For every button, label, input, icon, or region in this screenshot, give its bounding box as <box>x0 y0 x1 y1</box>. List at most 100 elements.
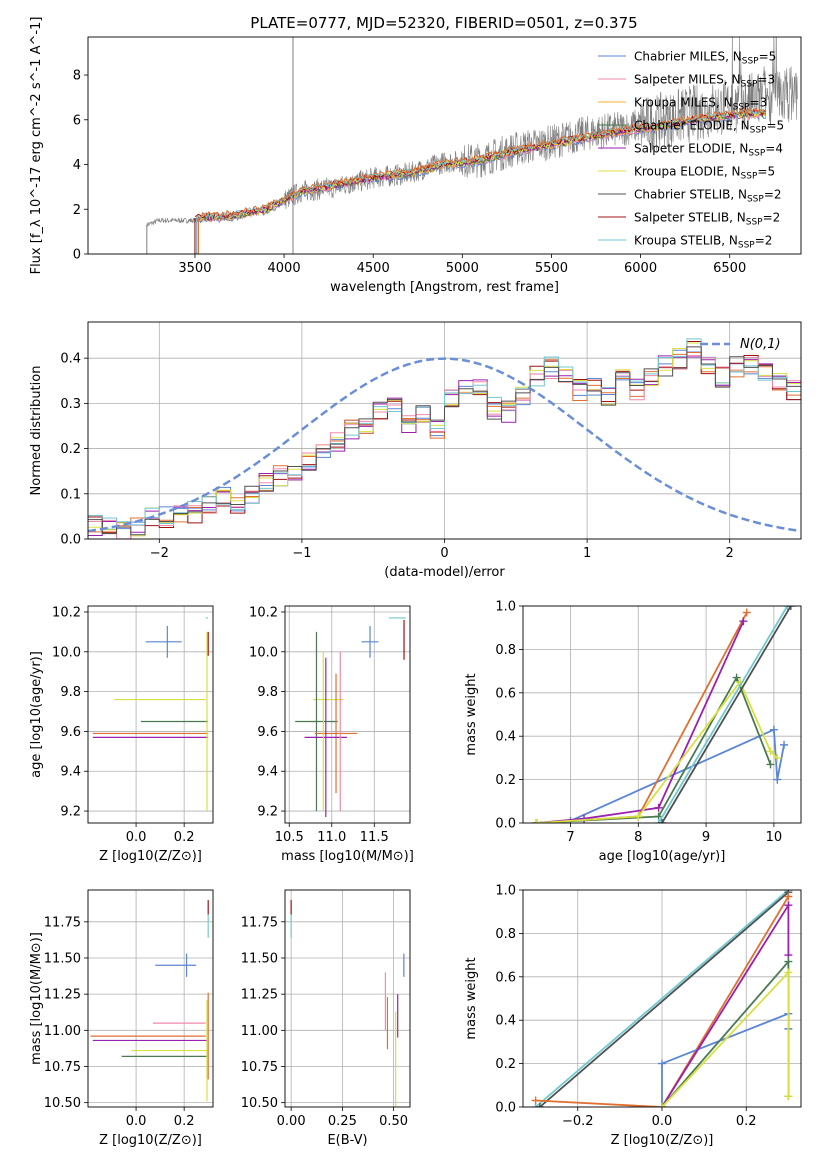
x-tick-label: 5500 <box>535 261 568 276</box>
y-tick-label: 10.50 <box>44 1096 81 1111</box>
legend-subscript: SSP <box>741 80 758 90</box>
weight-marker <box>769 725 778 734</box>
weight-marker <box>784 892 793 901</box>
legend-entry: Salpeter ELODIE, NSSP=4 <box>634 142 783 159</box>
weight-marker <box>658 1059 666 1068</box>
weight-marker <box>535 1103 544 1107</box>
age_vs_Z-axes: 0.0 0.2 9.2 9.4 9.6 9.8 10.0 10.2 Z [log10(Z/Z⊙)… <box>29 605 213 864</box>
y-tick-label: 9.8 <box>257 685 278 700</box>
legend-entry: N(0,1) <box>740 337 781 352</box>
legend-subscript: SSP <box>733 103 750 113</box>
x-tick-label: −0.2 <box>562 1114 594 1129</box>
y-tick-label: 0.6 <box>495 686 516 701</box>
x-tick-label: 0.2 <box>736 1114 757 1129</box>
weight_vs_age-lines <box>532 606 795 823</box>
y-tick-label: 11.75 <box>241 915 278 930</box>
x-tick-label: −2 <box>150 546 169 561</box>
x-tick-label: 10.5 <box>275 830 304 845</box>
y-tick-label: 0.4 <box>495 1014 516 1029</box>
y-tick-label: 1.0 <box>495 600 516 615</box>
weight_vs_age-axes: 7 8 9 10 0.0 0.2 0.4 0.6 0.8 1.0 age [log10(age/yr… <box>464 600 801 864</box>
weight-line <box>539 891 789 1107</box>
histograms <box>88 338 801 539</box>
legend-value: =5 <box>757 165 775 179</box>
y-tick-label: 9.6 <box>257 725 278 740</box>
weight-line <box>661 970 790 1107</box>
y-tick-label: 9.2 <box>257 805 278 820</box>
model-spectrum <box>198 107 765 218</box>
weight-line <box>661 1012 790 1107</box>
weight-marker <box>658 819 666 823</box>
spectrum-axes: 3500 4000 4500 5000 5500 6000 6500 0 2 4 6 8 wavelen… <box>29 17 746 295</box>
x-tick-label: 0.0 <box>126 1114 147 1129</box>
weight-marker <box>531 1096 540 1105</box>
y-tick-label: 11.25 <box>44 988 81 1003</box>
weight-line <box>536 680 778 823</box>
y-tick-label: 0.4 <box>495 730 516 745</box>
y-tick-label: 11.00 <box>241 1024 278 1039</box>
axes-frame <box>284 889 411 1108</box>
weight-line <box>535 890 789 1107</box>
weight-marker <box>732 673 741 682</box>
axes-frame <box>284 605 411 824</box>
weight-marker <box>773 775 782 784</box>
y-tick-label: 0 <box>73 248 81 263</box>
x-tick-label: 5000 <box>446 261 479 276</box>
x-tick-label: 6500 <box>713 261 746 276</box>
legend-subscript: SSP <box>741 172 758 182</box>
y-tick-label: 9.6 <box>60 725 81 740</box>
age_vs_mass-axes: 10.5 11.0 11.5 9.2 9.4 9.6 9.8 10.0 10.2 mass [lo… <box>249 605 414 864</box>
y-tick-label: 9.4 <box>60 765 81 780</box>
y-tick-label: 11.00 <box>44 1024 81 1039</box>
weight-marker <box>780 740 789 749</box>
y-tick-label: 2 <box>73 203 81 218</box>
axes-frame <box>87 36 802 255</box>
y-tick-label: 0.3 <box>60 397 81 412</box>
weight-marker <box>766 747 775 756</box>
histogram-series <box>88 341 801 534</box>
weight-marker <box>773 753 782 762</box>
weight-marker <box>532 819 541 823</box>
age_vs_mass-points <box>295 617 406 818</box>
y-axis-label: mass [log10(M/M⊙)] <box>29 932 44 1065</box>
y-tick-label: 10.0 <box>249 645 278 660</box>
y-tick-label: 10.75 <box>44 1060 81 1075</box>
legend-subscript: SSP <box>742 57 759 67</box>
x-tick-label: 8 <box>634 830 642 845</box>
x-axis-label: Z [log10(Z/Z⊙)] <box>99 849 202 864</box>
x-axis-label: wavelength [Angstrom, rest frame] <box>330 280 559 295</box>
x-axis-label: mass [log10(M/M⊙)] <box>281 849 414 864</box>
y-tick-label: 11.75 <box>44 915 81 930</box>
x-axis-label: E(B-V) <box>327 1133 367 1148</box>
x-tick-label: 0.50 <box>379 1114 408 1129</box>
x-tick-label: 0.00 <box>277 1114 306 1129</box>
y-tick-label: 0.1 <box>60 487 81 502</box>
model-spectrum <box>194 110 766 222</box>
y-tick-label: 0.0 <box>495 817 516 832</box>
spectrum-lines <box>146 37 798 254</box>
legend-value: =5 <box>766 119 784 133</box>
y-tick-label: 4 <box>73 158 81 173</box>
legend-value: =2 <box>763 211 781 225</box>
model-spectrum <box>196 108 765 220</box>
y-tick-label: 11.25 <box>241 988 278 1003</box>
mass_vs_Z-points <box>90 900 209 1102</box>
x-tick-label: 0.2 <box>174 830 195 845</box>
legend-value: =2 <box>755 234 773 248</box>
legend-value: =4 <box>765 142 783 156</box>
x-tick-label: 11.0 <box>317 830 346 845</box>
histogram-series <box>88 342 801 537</box>
y-tick-label: 0.8 <box>495 927 516 942</box>
x-tick-label: 0.2 <box>174 1114 195 1129</box>
y-tick-label: 6 <box>73 113 81 128</box>
x-tick-label: 1 <box>583 546 591 561</box>
y-tick-label: 0.2 <box>495 773 516 788</box>
weight-line <box>536 612 748 823</box>
y-axis-label: Flux [f_λ 10^-17 erg cm^-2 s^-1 A^-1] <box>29 17 44 275</box>
legend-subscript: SSP <box>746 218 763 228</box>
y-tick-label: 9.8 <box>60 685 81 700</box>
residuals-axes: −2 −1 0 1 2 0.0 0.1 0.2 0.3 0.4 (data-model)/error… <box>29 322 801 580</box>
mass_vs_ebv-points <box>290 900 405 1107</box>
y-tick-label: 11.50 <box>44 951 81 966</box>
